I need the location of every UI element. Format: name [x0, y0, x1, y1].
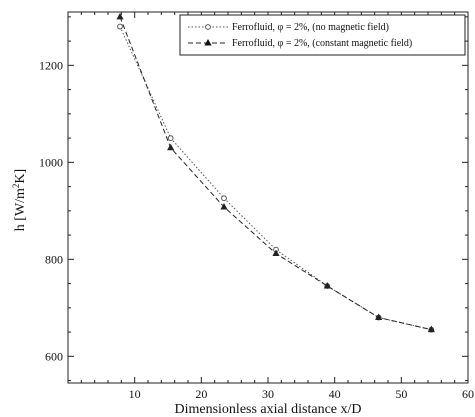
- legend-label-constant-field: Ferrofluid, φ = 2%, (constant magnetic f…: [232, 38, 412, 49]
- data-point-triangle: [427, 325, 435, 333]
- data-point-circle: [117, 23, 123, 30]
- y-axis-title: h [W/m2K]: [11, 169, 28, 231]
- series-line-0: [119, 26, 432, 331]
- y-tick-label: 1000: [39, 155, 63, 169]
- y-tick-label: 600: [45, 349, 63, 363]
- axis-ticks: [68, 12, 468, 383]
- data-point-circle: [167, 135, 174, 141]
- legend-marker-triangle: [204, 39, 212, 46]
- legend-box: [179, 14, 466, 56]
- x-tick-label: 30: [262, 387, 274, 401]
- series-layer: [116, 12, 435, 333]
- y-axis-title-main: h [W/m: [13, 188, 28, 231]
- x-tick-label: 20: [195, 387, 207, 401]
- x-tick-labels: 10 20 30 40 50 60: [129, 387, 474, 401]
- y-tick-label: 1200: [39, 58, 63, 72]
- legend-label-no-field: Ferrofluid, φ = 2%, (no magnetic field): [232, 22, 389, 33]
- data-point-triangle: [220, 202, 228, 210]
- data-point-circle: [221, 195, 227, 202]
- y-axis-title-end: K]: [13, 169, 28, 184]
- x-tick-label: 40: [329, 387, 341, 401]
- data-point-triangle: [272, 249, 280, 257]
- x-tick-label: 50: [395, 387, 407, 401]
- legend: Ferrofluid, φ = 2%, (no magnetic field) …: [179, 14, 466, 56]
- data-point-triangle: [375, 313, 383, 321]
- y-tick-label: 800: [45, 252, 63, 266]
- y-axis-title-sup: 2: [11, 184, 21, 189]
- x-tick-label: 60: [462, 387, 474, 401]
- data-point-triangle: [116, 12, 124, 20]
- x-axis-title: Dimensionless axial distance x/D: [174, 402, 361, 417]
- series-line-1: [119, 16, 432, 331]
- plot-frame: [67, 11, 469, 384]
- x-tick-label: 10: [129, 387, 141, 401]
- data-point-triangle: [323, 282, 331, 289]
- data-point-triangle: [167, 143, 175, 151]
- legend-marker-circle: [205, 24, 211, 30]
- y-tick-labels: 600 800 1000 1200: [39, 58, 63, 363]
